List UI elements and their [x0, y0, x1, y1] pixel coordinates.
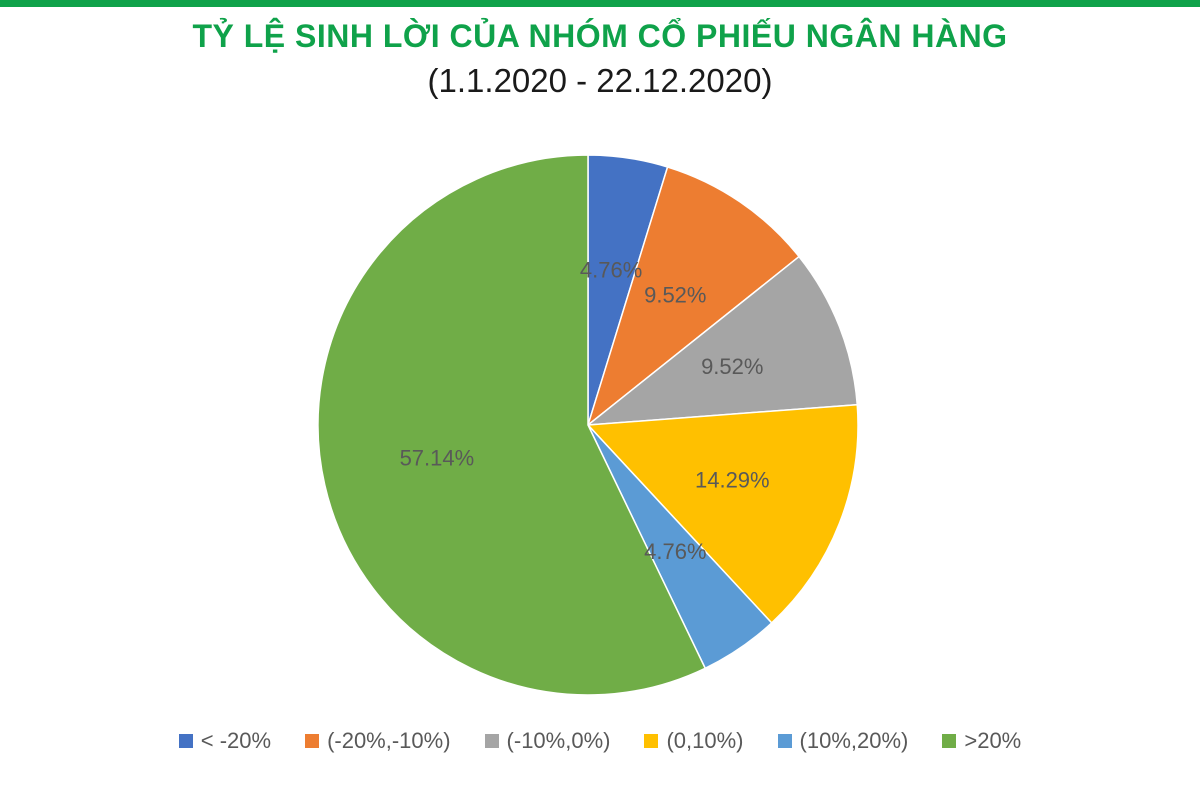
slice-data-label-5: 4.76% — [644, 539, 706, 564]
chart-subtitle: (1.1.2020 - 22.12.2020) — [427, 62, 773, 99]
chart-title: TỶ LỆ SINH LỜI CỦA NHÓM CỔ PHIẾU NGÂN HÀ… — [192, 18, 1008, 54]
chart-legend: < -20% (-20%,-10%) (-10%,0%) (0,10%) (10%,20… — [0, 728, 1200, 754]
slice-data-label-2: 9.52% — [644, 283, 706, 308]
pie-slice-3 — [585, 255, 859, 426]
legend-swatch — [942, 734, 957, 748]
legend-swatch — [777, 734, 792, 748]
legend-item-2: (-20%,-10%) — [305, 728, 451, 754]
pie-slice-6 — [317, 154, 707, 696]
legend-swatch — [178, 734, 193, 748]
legend-label: >20% — [964, 728, 1022, 753]
slice-data-label-4: 14.29% — [695, 467, 770, 492]
legend-item-1: < -20% — [178, 728, 272, 754]
legend-label: (0,10%) — [666, 728, 744, 753]
legend-swatch — [305, 734, 320, 748]
top-accent-bar — [0, 0, 1200, 7]
legend-swatch — [484, 734, 499, 748]
legend-item-3: (-10%,0%) — [484, 728, 611, 754]
slice-data-label-1: 4.76% — [580, 258, 642, 283]
pie-slice-4 — [586, 403, 859, 624]
legend-item-4: (0,10%) — [644, 728, 744, 754]
legend-item-6: >20% — [942, 728, 1021, 754]
legend-label: (-10%,0%) — [506, 728, 611, 753]
legend-label: < -20% — [200, 728, 272, 753]
slice-data-label-3: 9.52% — [701, 354, 763, 379]
slice-data-label-6: 57.14% — [400, 445, 475, 470]
legend-label: (10%,20%) — [799, 728, 909, 753]
pie-slice-2 — [586, 166, 801, 428]
legend-item-5: (10%,20%) — [777, 728, 909, 754]
legend-swatch — [644, 734, 659, 748]
legend-label: (-20%,-10%) — [327, 728, 451, 753]
